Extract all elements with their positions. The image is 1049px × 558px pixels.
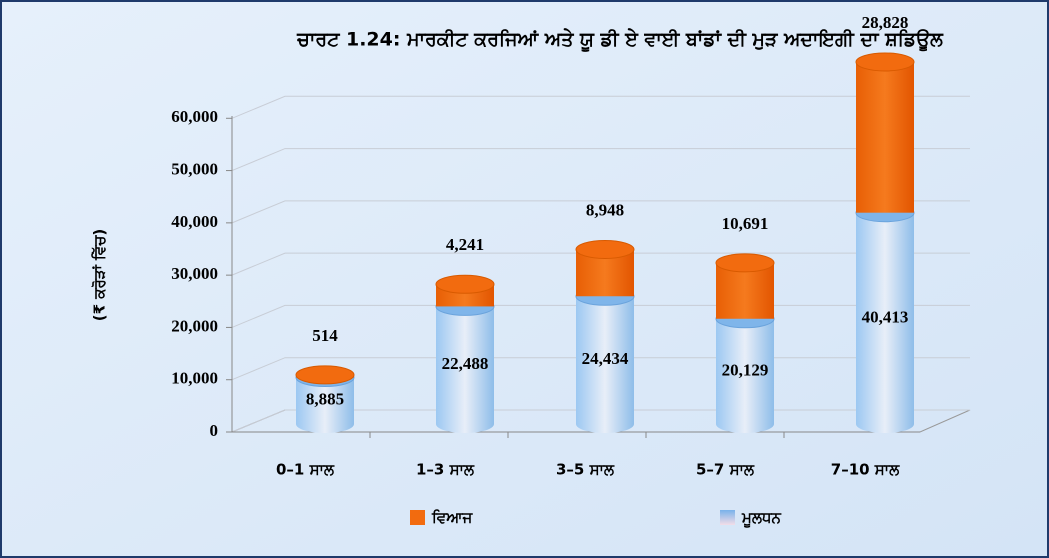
legend-swatch bbox=[410, 510, 425, 525]
data-label: 20,129 bbox=[722, 360, 769, 379]
y-tick-label: 0 bbox=[210, 421, 219, 440]
data-label: 8,948 bbox=[586, 200, 624, 219]
cylinder-top bbox=[715, 253, 775, 273]
cylinder-bottom bbox=[296, 415, 354, 433]
y-tick-label: 40,000 bbox=[171, 212, 218, 231]
cylinder-bottom bbox=[856, 415, 914, 433]
y-tick-label: 30,000 bbox=[171, 264, 218, 283]
cylinder-top bbox=[575, 239, 635, 259]
cylinder-bottom bbox=[576, 415, 634, 433]
data-label: 10,691 bbox=[722, 214, 769, 233]
x-tick-label: 5–7 ਸਾਲ bbox=[696, 461, 755, 479]
data-label: 22,488 bbox=[442, 354, 489, 373]
y-tick-label: 10,000 bbox=[171, 369, 218, 388]
data-label: 514 bbox=[312, 326, 338, 345]
bar-segment bbox=[436, 306, 494, 424]
y-tick-label: 20,000 bbox=[171, 316, 218, 335]
cylinder-bottom bbox=[716, 415, 774, 433]
data-label: 40,413 bbox=[862, 307, 909, 326]
bar-segment bbox=[716, 318, 774, 424]
cylinder-bottom bbox=[436, 415, 494, 433]
grid-line bbox=[231, 200, 970, 224]
x-tick-label: 0–1 ਸਾਲ bbox=[276, 461, 335, 479]
bar-segment bbox=[856, 61, 914, 213]
bar-segment bbox=[576, 296, 634, 424]
legend-label: ਮੂਲਧਨ bbox=[741, 509, 781, 528]
legend-swatch bbox=[720, 510, 735, 525]
cylinder-top bbox=[435, 274, 495, 294]
cylinder-top bbox=[295, 365, 355, 385]
data-label: 8,885 bbox=[306, 390, 344, 409]
x-tick-label: 1–3 ਸਾਲ bbox=[416, 461, 475, 479]
legend-label: ਵਿਆਜ bbox=[431, 509, 474, 527]
y-axis-label: (₹ ਕਰੋੜਾਂ ਵਿੱਚ) bbox=[91, 229, 109, 322]
chart-title: ਚਾਰਟ 1.24: ਮਾਰਕੀਟ ਕਰਜਿਆਂ ਅਤੇ ਯੂ ਡੀ ਏ ਵਾਈ… bbox=[296, 28, 944, 54]
x-tick-label: 7–10 ਸਾਲ bbox=[831, 461, 900, 479]
y-tick-label: 50,000 bbox=[171, 159, 218, 178]
grid-line bbox=[231, 252, 970, 276]
grid-line bbox=[231, 148, 970, 172]
y-tick-label: 60,000 bbox=[171, 107, 218, 126]
data-label: 4,241 bbox=[446, 235, 484, 254]
cylinder-top bbox=[855, 52, 915, 72]
x-tick-label: 3–5 ਸਾਲ bbox=[556, 461, 615, 479]
data-label: 28,828 bbox=[862, 13, 909, 32]
grid-line bbox=[231, 95, 970, 119]
data-label: 24,434 bbox=[582, 349, 629, 368]
bar-segment bbox=[856, 212, 914, 424]
